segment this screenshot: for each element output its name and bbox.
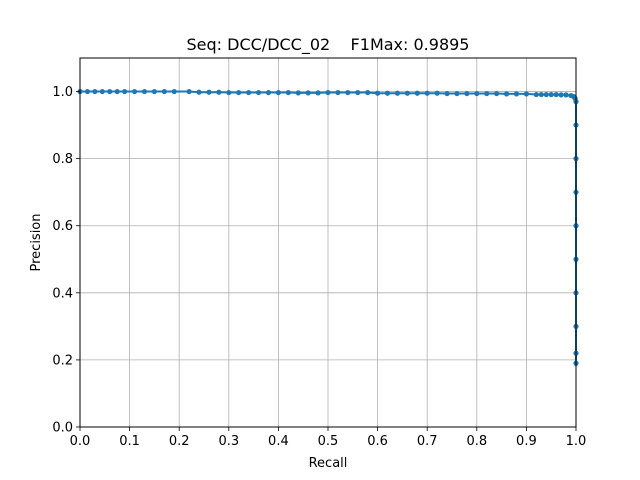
data-point [548, 91, 554, 98]
data-point [444, 90, 450, 97]
data-point [365, 89, 371, 96]
data-point [295, 90, 301, 96]
data-point [558, 92, 564, 98]
data-point [464, 90, 470, 97]
data-point [345, 89, 351, 96]
data-point [151, 88, 157, 95]
data-point [384, 90, 391, 96]
y-tick-label: 0.6 [52, 219, 73, 234]
data-point [186, 88, 192, 95]
data-point [131, 88, 138, 95]
data-point [236, 89, 242, 96]
data-point [503, 91, 510, 97]
data-point [226, 89, 232, 96]
data-point [325, 89, 331, 96]
x-tick-label: 0.9 [516, 434, 537, 449]
data-point [543, 91, 549, 98]
data-point [92, 88, 98, 95]
data-point [99, 88, 105, 95]
data-point [246, 89, 252, 96]
chart-title: Seq: DCC/DCC_02 F1Max: 0.9895 [187, 35, 470, 55]
x-tick-label: 0.1 [119, 434, 140, 449]
y-axis-label: Precision [29, 213, 44, 271]
data-point [161, 88, 167, 95]
data-point [513, 91, 520, 97]
x-axis-label: Recall [309, 456, 348, 471]
data-point [375, 90, 381, 96]
data-point [484, 90, 490, 97]
y-axis-ticks: 0.0 0.2 0.4 0.6 0.8 1.0 [52, 85, 80, 436]
y-tick-label: 0.8 [52, 152, 73, 167]
x-tick-label: 0.2 [169, 434, 190, 449]
y-tick-label: 0.2 [52, 353, 73, 368]
data-point [523, 91, 530, 97]
y-tick-label: 0.0 [52, 421, 73, 436]
data-point [563, 92, 569, 98]
data-point [84, 88, 91, 95]
data-point [122, 88, 128, 95]
data-point [434, 90, 440, 96]
data-point [538, 91, 544, 98]
x-axis-ticks: 0.0 0.1 0.2 0.3 0.4 0.5 0.6 0.7 0.8 0.9 1.0 [70, 427, 587, 449]
x-tick-label: 0.3 [218, 434, 239, 449]
data-point [255, 89, 262, 96]
data-point [424, 90, 430, 96]
x-tick-label: 0.6 [367, 434, 388, 449]
x-tick-label: 0.5 [318, 434, 339, 449]
data-point [107, 88, 113, 95]
data-point [335, 89, 341, 96]
grid [79, 58, 577, 428]
data-point [114, 88, 120, 95]
data-point [533, 91, 539, 98]
y-tick-label: 1.0 [52, 85, 73, 100]
data-point [196, 89, 202, 95]
data-point [171, 88, 177, 95]
data-point [394, 90, 401, 96]
x-tick-label: 0.8 [466, 434, 487, 449]
data-point [553, 91, 559, 98]
data-point [275, 89, 281, 96]
y-tick-label: 0.4 [52, 286, 73, 301]
data-point [355, 89, 361, 96]
x-tick-label: 1.0 [566, 434, 587, 449]
data-point [216, 89, 222, 95]
data-point [141, 88, 148, 95]
data-point [305, 90, 311, 96]
x-tick-label: 0.0 [70, 434, 91, 449]
data-point [315, 90, 321, 96]
data-point [454, 90, 460, 97]
data-point [206, 89, 212, 95]
data-point [414, 90, 420, 96]
x-tick-label: 0.7 [417, 434, 438, 449]
data-point [474, 90, 480, 97]
data-point [285, 89, 291, 96]
data-point [494, 90, 500, 97]
data-point [265, 89, 272, 96]
data-point [404, 90, 410, 96]
x-tick-label: 0.4 [268, 434, 289, 449]
